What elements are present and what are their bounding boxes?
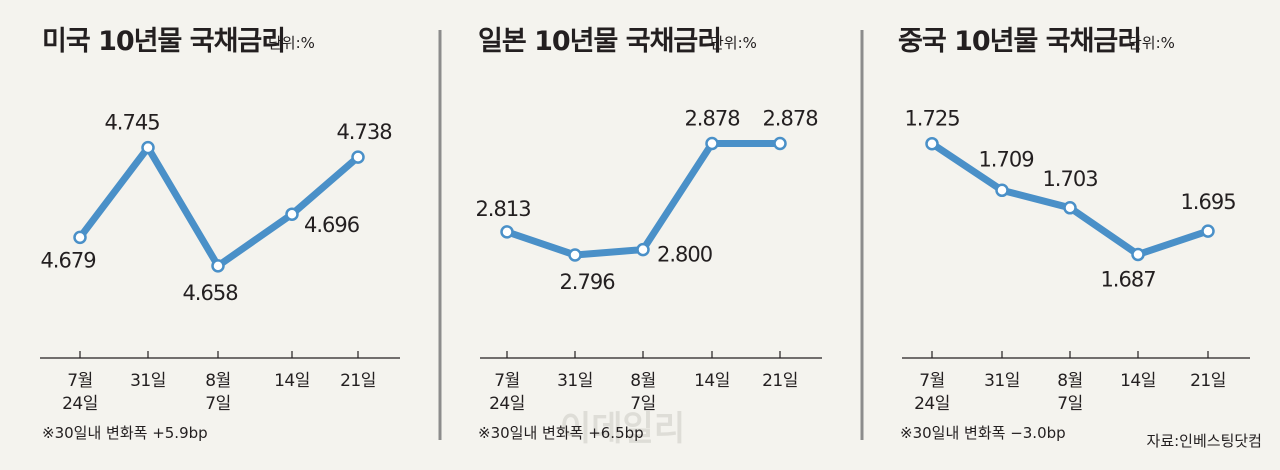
chart-title: 중국 10년물 국채금리 [898,26,1141,57]
x-tick-label: 24일 [62,394,98,414]
x-tick-label: 7일 [630,394,655,414]
data-label: 4.658 [182,281,237,305]
x-tick-label: 8월 [1057,371,1082,391]
footnote: ※30일내 변화폭 −3.0bp [900,424,1066,442]
data-label: 4.738 [336,120,391,144]
x-tick-label: 31일 [557,371,593,391]
x-tick-label: 31일 [130,371,166,391]
data-point [636,242,650,257]
watermark: 이데일리 [560,409,685,449]
data-label: 1.687 [1100,268,1155,292]
series-line [76,144,362,270]
x-tick-label: 7월 [67,371,92,391]
data-point [500,225,514,239]
data-point [351,150,365,164]
x-tick-label: 31일 [984,371,1020,391]
x-tick-label: 24일 [489,394,525,414]
data-point [1131,247,1145,262]
x-tick-label: 7월 [919,371,944,391]
x-tick-label: 7월 [494,371,519,391]
source-label: 자료:인베스팅닷컴 [1147,432,1262,450]
chart-title: 일본 10년물 국채금리 [478,26,721,57]
data-label: 1.703 [1042,167,1097,191]
footnote: ※30일내 변화폭 +5.9bp [42,424,208,442]
data-label: 2.878 [684,107,739,131]
x-tick-label: 21일 [340,371,376,391]
data-label: 4.679 [40,248,95,272]
footnote: ※30일내 변화폭 +6.5bp [478,424,644,442]
data-point [73,230,87,245]
series-line [503,140,784,259]
data-label: 4.696 [304,213,360,237]
x-tick-label: 14일 [694,371,730,391]
data-label: 2.813 [475,197,530,221]
data-label: 2.796 [559,270,615,294]
unit-label: 단위:% [1128,34,1175,52]
x-tick-label: 24일 [914,394,950,414]
data-label: 4.745 [104,111,159,135]
data-point [995,183,1009,198]
unit-label: 단위:% [710,34,757,52]
data-point [141,140,155,155]
data-label: 2.800 [657,243,712,267]
data-point [1201,224,1215,238]
series-line [928,140,1212,258]
data-point [568,248,582,262]
data-point [1063,201,1077,215]
unit-label: 단위:% [268,34,315,52]
data-label: 1.695 [1180,190,1235,214]
x-tick-label: 7일 [1057,394,1082,414]
data-point [285,207,299,221]
x-tick-label: 14일 [274,371,310,391]
x-tick-label: 7일 [205,394,230,414]
data-label: 2.878 [762,107,817,131]
data-point [211,259,225,273]
x-tick-label: 21일 [1190,371,1226,391]
data-label: 1.709 [978,147,1033,171]
data-label: 1.725 [904,107,959,131]
data-point [925,136,939,151]
x-tick-label: 21일 [762,371,798,391]
x-tick-label: 14일 [1120,371,1156,391]
chart-title: 미국 10년물 국채금리 [42,26,285,57]
x-tick-label: 8월 [205,371,230,391]
data-point [705,136,719,151]
data-point [773,136,787,151]
x-tick-label: 8월 [630,371,655,391]
